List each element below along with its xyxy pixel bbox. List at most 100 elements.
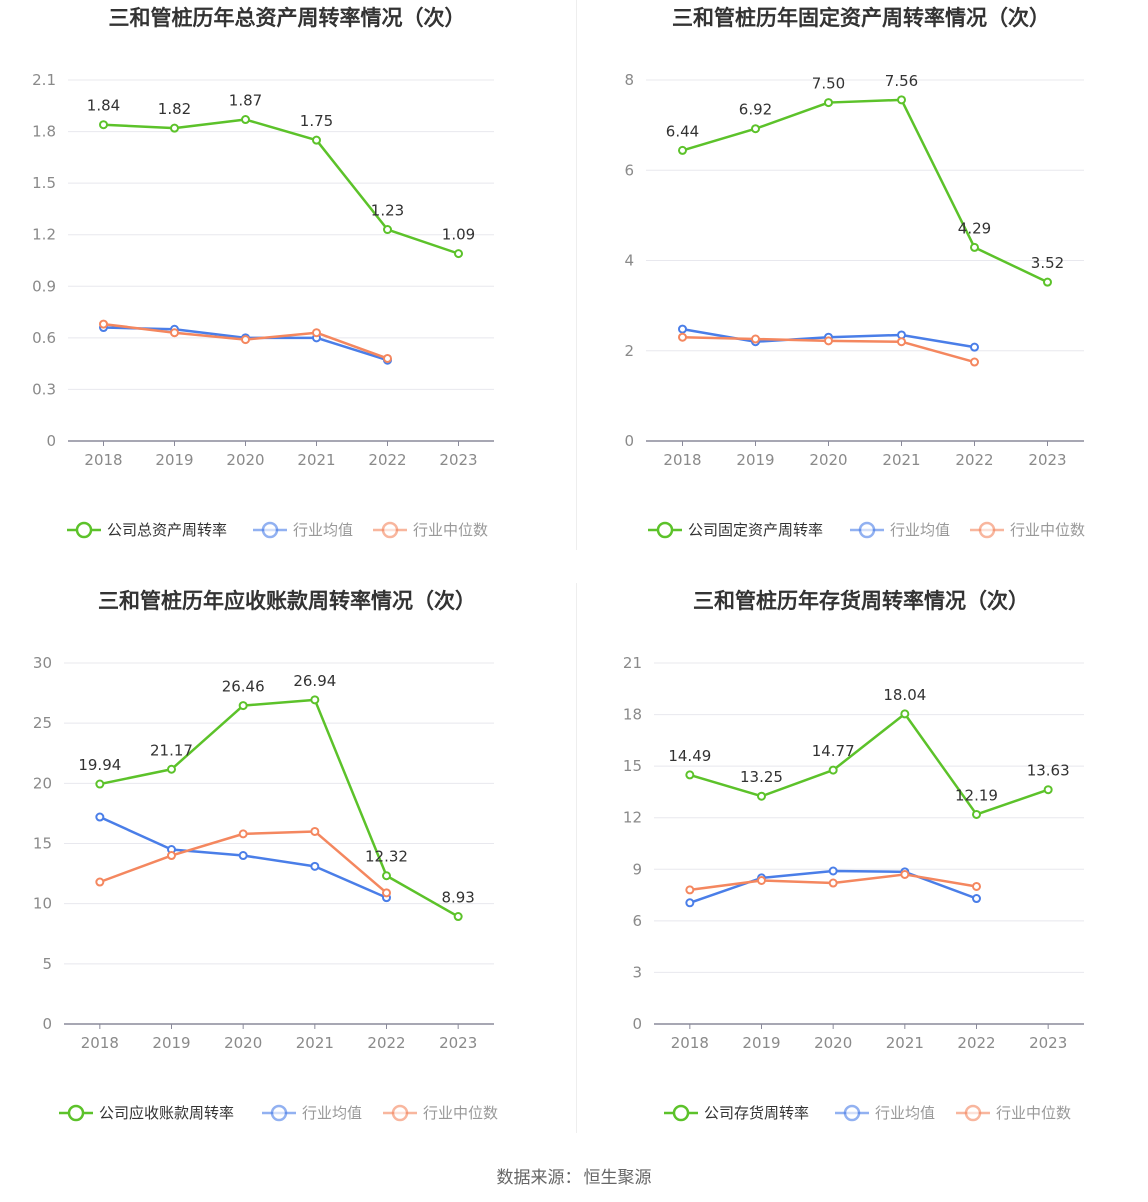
data-point [454, 249, 463, 259]
data-label: 19.94 [78, 756, 121, 774]
data-point [970, 342, 979, 352]
legend-label: 行业均值 [875, 1104, 935, 1122]
data-point [99, 120, 108, 130]
legend-item: 行业中位数 [970, 521, 1085, 539]
data-label: 6.44 [666, 122, 699, 140]
legend-item: 行业中位数 [383, 1104, 498, 1122]
data-point [751, 334, 760, 344]
legend-marker [67, 1104, 85, 1122]
legend-item: 公司存货周转率 [664, 1104, 809, 1122]
data-point [95, 877, 105, 887]
panel-divider [576, 583, 577, 1133]
x-tick-label: 2018 [84, 451, 122, 469]
data-point [757, 875, 766, 885]
legend-label: 公司总资产周转率 [107, 521, 227, 539]
data-point [382, 871, 391, 881]
data-point [312, 328, 321, 338]
data-point [99, 319, 108, 329]
y-tick-label: 2 [624, 342, 634, 360]
y-tick-label: 0.6 [32, 329, 56, 347]
legend-label: 公司存货周转率 [704, 1104, 809, 1122]
y-tick-label: 15 [33, 835, 52, 853]
data-point [897, 337, 906, 347]
legend-marker [656, 521, 674, 539]
legend-label: 行业中位数 [423, 1104, 498, 1122]
y-tick-label: 0 [42, 1015, 52, 1033]
legend-label: 行业均值 [293, 521, 353, 539]
series-line [682, 98, 1049, 284]
data-point [678, 145, 687, 155]
x-tick-label: 2023 [439, 1034, 477, 1052]
x-tick-label: 2018 [663, 451, 701, 469]
data-point [310, 695, 320, 705]
data-point [972, 809, 981, 819]
y-tick-label: 0 [46, 432, 56, 450]
y-tick-label: 10 [33, 895, 52, 913]
series-line [103, 118, 459, 255]
y-tick-label: 3 [632, 963, 642, 981]
legend-marker [270, 1104, 288, 1122]
y-tick-label: 12 [623, 809, 642, 827]
y-tick-label: 18 [623, 706, 642, 724]
y-tick-label: 15 [623, 757, 642, 775]
data-label: 1.87 [229, 92, 262, 110]
legend-item: 公司总资产周转率 [67, 521, 227, 539]
data-point [970, 357, 979, 367]
data-label: 21.17 [150, 741, 193, 759]
x-tick-label: 2023 [1029, 1034, 1067, 1052]
chart-svg: 0 3 6 9 12 15 18 21 2018 2019 2020 2021 2022 2023 14.4… [623, 654, 1084, 1122]
legend-item: 行业中位数 [373, 521, 488, 539]
data-point [900, 709, 910, 719]
data-point [685, 898, 695, 908]
data-point [383, 353, 392, 363]
data-point [972, 881, 981, 891]
legend-item: 公司应收账款周转率 [59, 1104, 234, 1122]
chart-title: 三和管桩历年总资产周转率情况（次） [108, 6, 466, 30]
data-point [241, 115, 250, 125]
data-point [828, 878, 838, 888]
y-tick-label: 8 [624, 71, 634, 89]
legend-item: 行业均值 [262, 1104, 362, 1122]
data-label: 13.25 [740, 768, 783, 786]
x-tick-label: 2020 [224, 1034, 262, 1052]
legend-item: 行业均值 [850, 521, 950, 539]
chart-svg: 0 2 4 6 8 2018 2019 2020 2021 2022 2023 6.44 6.92 7.5… [624, 71, 1085, 539]
y-tick-label: 1.8 [32, 123, 56, 141]
data-point [685, 770, 695, 780]
source-value: 恒生聚源 [583, 1168, 652, 1188]
data-point [453, 912, 463, 922]
data-label: 14.49 [668, 747, 711, 765]
data-point [751, 124, 760, 134]
chart-title: 三和管桩历年固定资产周转率情况（次） [672, 6, 1050, 30]
data-point [678, 332, 687, 342]
data-point [238, 701, 248, 711]
legend-label: 公司固定资产周转率 [688, 521, 823, 539]
panel-divider [576, 0, 577, 550]
data-label: 7.50 [812, 75, 845, 93]
y-tick-label: 20 [33, 774, 52, 792]
legend-item: 行业均值 [253, 521, 353, 539]
data-point [170, 123, 179, 133]
y-tick-label: 30 [33, 654, 52, 672]
chart-svg: 0 5 10 15 20 25 30 2018 2019 2020 2021 2022 2023 19.9… [33, 654, 498, 1122]
data-point [382, 888, 391, 898]
y-tick-label: 5 [42, 955, 52, 973]
chart-panel-inventory-turnover: 三和管桩历年存货周转率情况（次） 0 3 6 9 12 15 18 21 2018 2019 202… [574, 583, 1148, 1163]
legend-marker [964, 1104, 982, 1122]
source-label: 数据来源： [496, 1168, 582, 1188]
data-point [95, 779, 105, 789]
series-line [99, 698, 459, 918]
data-point [824, 336, 833, 346]
x-tick-label: 2021 [882, 451, 920, 469]
x-tick-label: 2018 [81, 1034, 119, 1052]
data-label: 26.94 [293, 672, 336, 690]
legend-label: 行业中位数 [413, 521, 488, 539]
y-tick-label: 0 [624, 432, 634, 450]
x-tick-label: 2022 [955, 451, 993, 469]
data-point [383, 225, 392, 235]
y-tick-label: 0 [632, 1015, 642, 1033]
data-label: 3.52 [1031, 254, 1064, 272]
chart-panel-fixed-asset-turnover: 三和管桩历年固定资产周转率情况（次） 0 2 4 6 8 2018 2019 2020 2021… [574, 0, 1148, 580]
y-tick-label: 0.3 [32, 380, 56, 398]
data-point [685, 885, 695, 895]
